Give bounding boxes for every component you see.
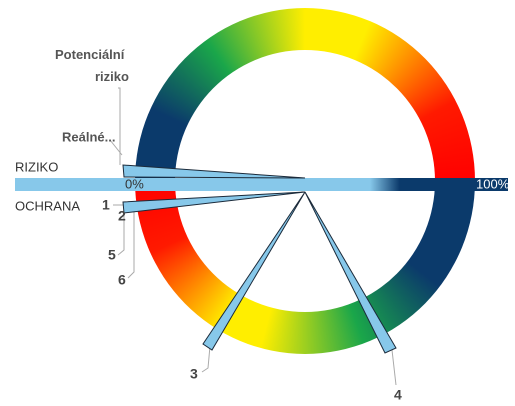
label-potential: Potenciální riziko — [55, 47, 129, 84]
pointer-label: 3 — [190, 366, 198, 382]
pointer — [304, 191, 397, 354]
label-risk: RIZIKO — [15, 159, 58, 174]
leader-line — [118, 87, 121, 165]
pointer — [122, 164, 306, 179]
pointer-label: 4 — [394, 387, 402, 403]
leader-line — [201, 345, 211, 373]
pointer-label: 1 — [102, 197, 110, 213]
pointer-label: 6 — [118, 272, 126, 288]
label-protection: OCHRANA — [15, 198, 80, 213]
leader-line — [109, 139, 123, 156]
label-hundred: 100% — [476, 176, 510, 191]
pointer-label: 2 — [118, 208, 126, 224]
leader-line — [127, 212, 135, 279]
scale-bar — [15, 178, 508, 191]
leader-line — [117, 212, 125, 256]
label-zero: 0% — [125, 176, 144, 191]
pointer — [122, 191, 306, 214]
pointer — [202, 191, 306, 351]
leader-line — [391, 349, 397, 386]
label-real: Reálné... — [62, 129, 115, 144]
pointer-label: 5 — [108, 247, 116, 263]
